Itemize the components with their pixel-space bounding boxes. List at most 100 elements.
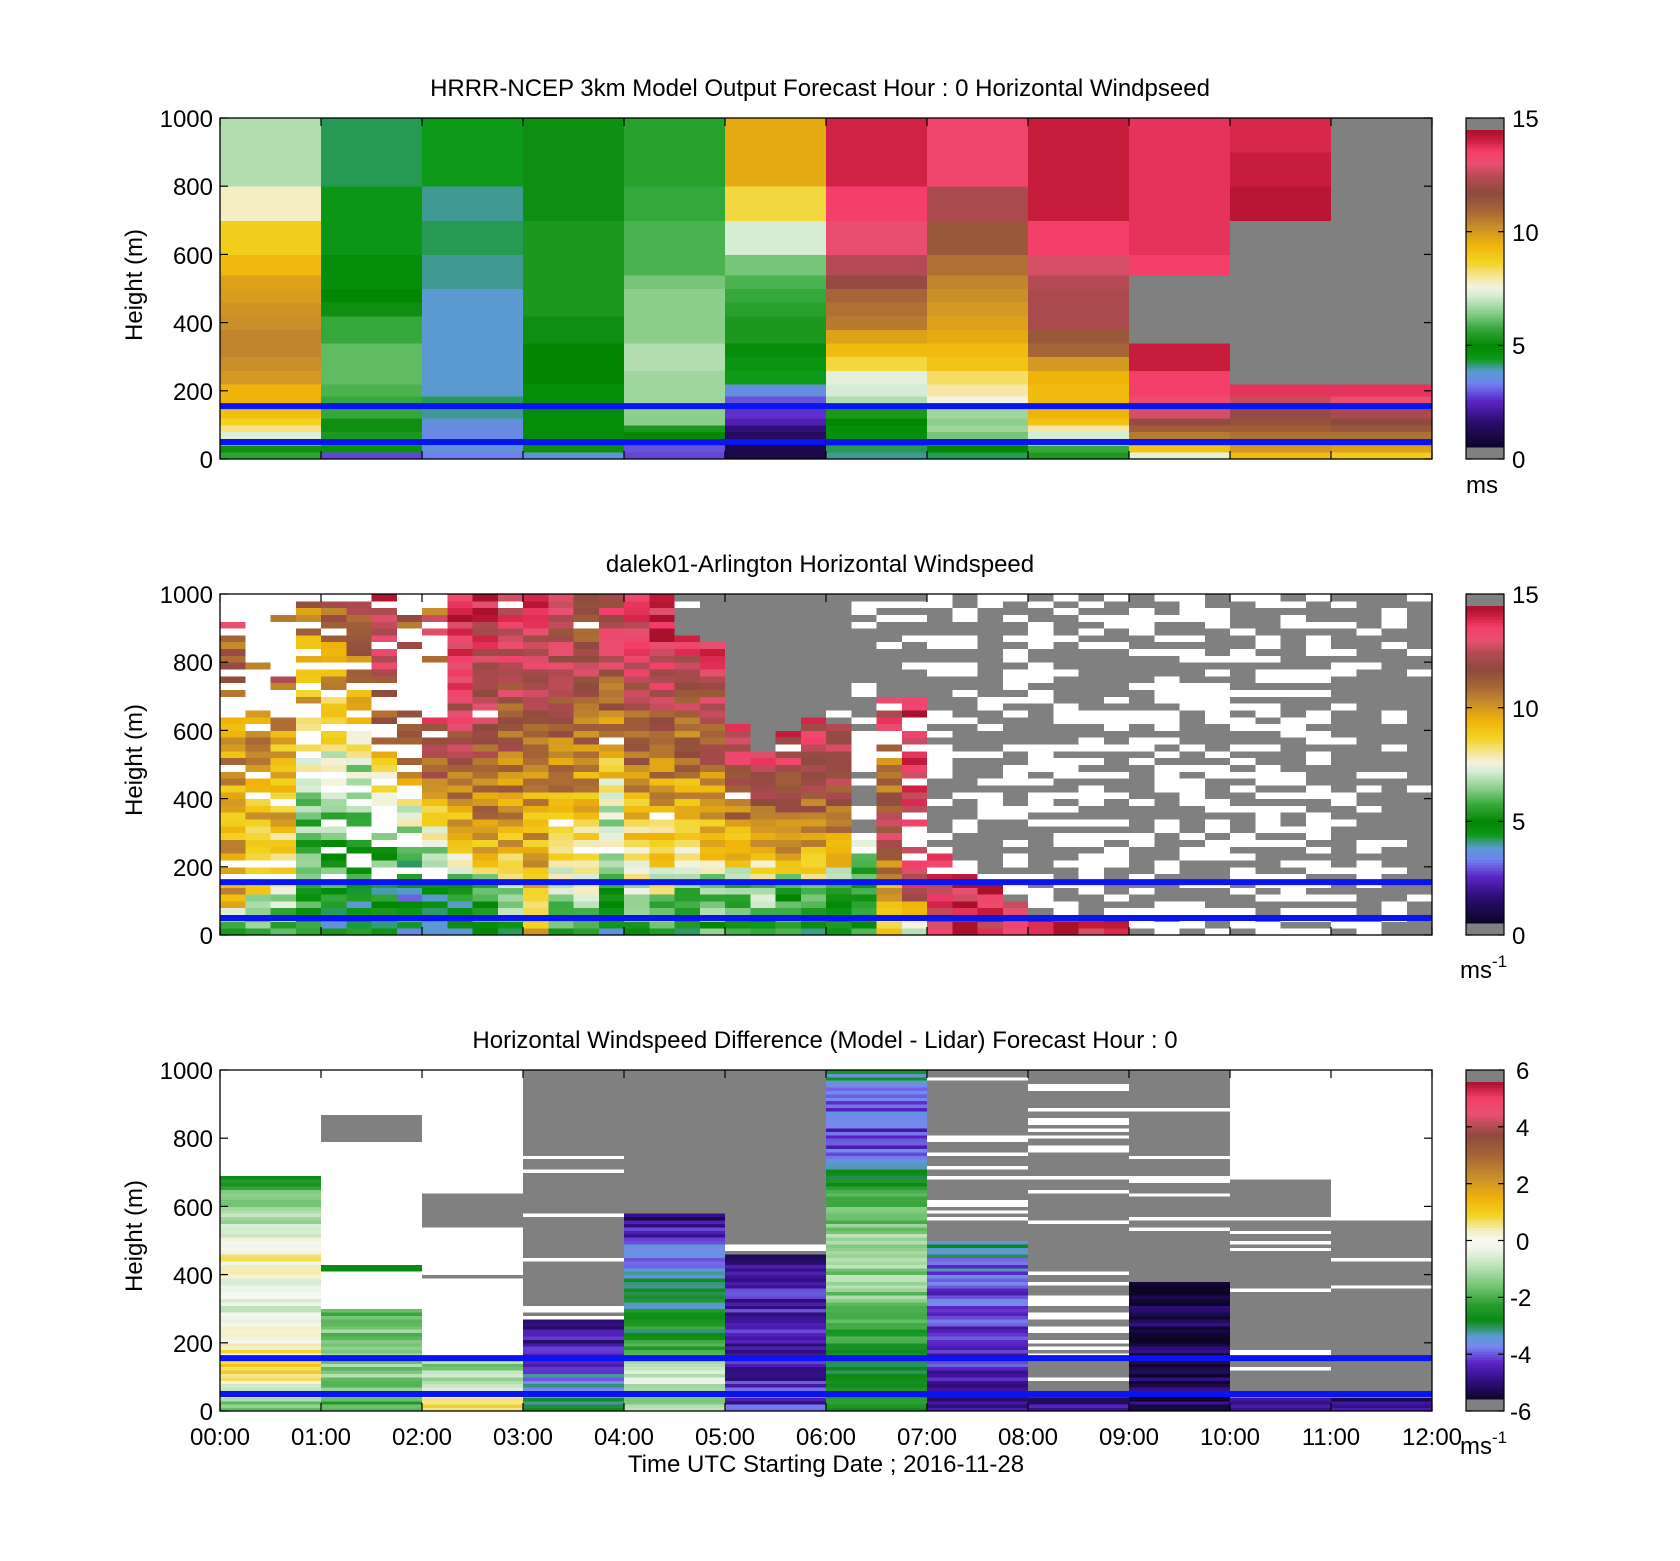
heatmap-cell bbox=[826, 1397, 928, 1402]
colorbar-segment bbox=[1466, 1388, 1504, 1392]
heatmap-cell bbox=[624, 1179, 726, 1184]
heatmap-cell bbox=[346, 621, 372, 629]
y-axis-ticks: 0 200 400 600 800 1000 bbox=[160, 582, 213, 950]
heatmap-cell bbox=[523, 1104, 625, 1109]
heatmap-cell bbox=[1305, 628, 1332, 636]
heatmap-cell bbox=[624, 288, 726, 303]
heatmap-cell bbox=[447, 662, 473, 670]
heatmap-cell bbox=[977, 805, 1004, 813]
heatmap-cell bbox=[497, 744, 524, 752]
heatmap-cell bbox=[497, 832, 524, 841]
heatmap-cell bbox=[523, 418, 625, 426]
heatmap-cell bbox=[396, 634, 423, 643]
heatmap-cell bbox=[927, 1179, 1029, 1184]
heatmap-cell bbox=[1129, 1131, 1231, 1136]
heatmap-cell bbox=[1255, 682, 1281, 690]
colorbar-segment bbox=[1466, 1222, 1504, 1226]
heatmap-cell bbox=[1204, 628, 1231, 636]
heatmap-cell bbox=[927, 1168, 1029, 1173]
y-axis-label: Height (m) bbox=[121, 1180, 148, 1292]
colorbar-segment bbox=[1466, 407, 1504, 411]
colorbar bbox=[1465, 593, 1505, 936]
heatmap-cell bbox=[1179, 928, 1206, 936]
colorbar-segment bbox=[1466, 1243, 1504, 1247]
heatmap-cell bbox=[624, 634, 650, 643]
heatmap-cell bbox=[1331, 887, 1357, 895]
heatmap-cell bbox=[1179, 655, 1206, 663]
heatmap-cell bbox=[396, 894, 423, 902]
heatmap-cell bbox=[1331, 703, 1357, 711]
heatmap-cell bbox=[1406, 621, 1433, 629]
heatmap-cell bbox=[1230, 1124, 1332, 1129]
colorbar-no-data-band bbox=[1466, 1399, 1504, 1412]
heatmap-cell bbox=[826, 1308, 928, 1313]
heatmap-cell bbox=[1204, 750, 1231, 759]
heatmap-cell bbox=[826, 1182, 928, 1187]
heatmap-cell bbox=[321, 1342, 423, 1347]
heatmap-cell bbox=[927, 1295, 1029, 1299]
heatmap-cell bbox=[497, 723, 524, 731]
heatmap-cell bbox=[1179, 628, 1206, 636]
heatmap-cell bbox=[220, 370, 322, 385]
heatmap-cell bbox=[1331, 424, 1433, 433]
heatmap-cell bbox=[422, 648, 448, 656]
heatmap-cell bbox=[396, 900, 423, 909]
heatmap-cell bbox=[826, 1148, 928, 1153]
heatmap-cell bbox=[396, 675, 423, 684]
heatmap-cell bbox=[321, 1370, 423, 1374]
heatmap-cell bbox=[876, 730, 903, 738]
heatmap-cell bbox=[321, 887, 347, 895]
heatmap-cell bbox=[927, 1196, 1029, 1201]
heatmap-cell bbox=[1129, 356, 1231, 371]
heatmap-cell bbox=[750, 784, 776, 793]
heatmap-cell bbox=[1230, 1260, 1332, 1265]
heatmap-cell bbox=[977, 744, 1004, 752]
heatmap-cell bbox=[220, 1257, 322, 1262]
heatmap-cell bbox=[321, 894, 347, 902]
heatmap-cell bbox=[1028, 819, 1054, 827]
heatmap-cell bbox=[422, 621, 448, 629]
heatmap-cell bbox=[321, 621, 347, 629]
heatmap-cell bbox=[1331, 1288, 1433, 1293]
heatmap-cell bbox=[1331, 873, 1357, 881]
heatmap-cell bbox=[674, 737, 701, 745]
heatmap-cell bbox=[321, 1206, 423, 1211]
heatmap-cell bbox=[725, 1100, 827, 1105]
heatmap-cell bbox=[447, 900, 473, 909]
heatmap-cell bbox=[1129, 628, 1155, 636]
heatmap-cell bbox=[1028, 1295, 1130, 1299]
heatmap-cell bbox=[1230, 737, 1256, 745]
heatmap-cell bbox=[851, 614, 877, 622]
heatmap-cell bbox=[220, 1206, 322, 1211]
heatmap-cell bbox=[1028, 641, 1054, 650]
colorbar-segment bbox=[1466, 1269, 1504, 1273]
heatmap-cell bbox=[800, 784, 827, 793]
heatmap-cell bbox=[1255, 628, 1281, 636]
heatmap-cell bbox=[245, 641, 271, 650]
heatmap-cell bbox=[1305, 866, 1332, 875]
heatmap-cell bbox=[624, 737, 650, 745]
heatmap-cell bbox=[1028, 1226, 1130, 1231]
heatmap-cell bbox=[775, 675, 802, 684]
heatmap-cell bbox=[1103, 737, 1130, 745]
heatmap-cell bbox=[1331, 1097, 1433, 1102]
heatmap-cell bbox=[1331, 750, 1357, 759]
heatmap-cell bbox=[1406, 655, 1433, 663]
heatmap-cell bbox=[1103, 832, 1130, 841]
heatmap-cell bbox=[775, 853, 802, 861]
heatmap-cell bbox=[624, 907, 650, 916]
heatmap-cell bbox=[1204, 873, 1231, 881]
colorbar-segment bbox=[1466, 209, 1504, 213]
heatmap-cell bbox=[1204, 784, 1231, 793]
heatmap-cell bbox=[725, 1216, 827, 1221]
heatmap-cell bbox=[725, 424, 827, 433]
heatmap-cell bbox=[952, 866, 978, 875]
heatmap-cell bbox=[826, 1322, 928, 1327]
heatmap-cell bbox=[624, 798, 650, 806]
heatmap-cell bbox=[548, 825, 574, 834]
heatmap-cell bbox=[927, 1110, 1029, 1115]
heatmap-cell bbox=[977, 819, 1004, 827]
colorbar-segment bbox=[1466, 740, 1504, 744]
heatmap-cell bbox=[725, 730, 751, 738]
heatmap-cell bbox=[624, 220, 726, 255]
